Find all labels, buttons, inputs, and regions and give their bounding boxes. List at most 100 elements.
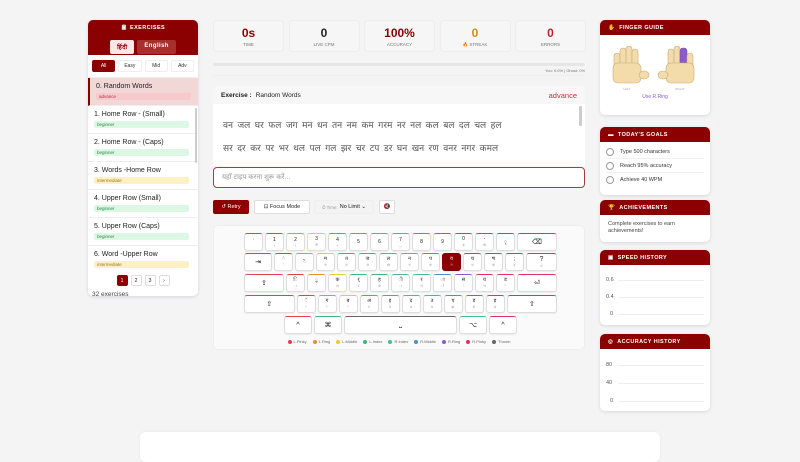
exercise-item[interactable]: 3. Words -Home Row intermediate [88, 162, 198, 190]
checkbox[interactable] [606, 161, 614, 170]
key[interactable]: बे [338, 295, 358, 313]
filter-mid[interactable]: Mid [144, 60, 168, 72]
key-label: ज [365, 256, 370, 262]
checkbox[interactable] [606, 147, 614, 156]
exercise-item[interactable]: 0. Random Words advance [88, 78, 198, 106]
key[interactable]: 5 [349, 233, 368, 251]
exercise-item[interactable]: 6. Word -Upper Row intermediate [88, 246, 198, 270]
y-tick: 0.4 [606, 294, 614, 300]
key-label: र [420, 277, 423, 283]
key[interactable]: 4 + [328, 233, 347, 251]
filter-easy[interactable]: Easy [118, 60, 142, 72]
retry-button[interactable]: ↺ Retry [213, 200, 249, 214]
filter-all[interactable]: All [92, 60, 116, 72]
page-1[interactable]: 1 [116, 275, 128, 286]
key[interactable]: िा [286, 274, 305, 292]
sound-toggle[interactable]: 🔇 [379, 200, 395, 214]
key[interactable]: ुे [307, 274, 326, 292]
legend-dot [414, 339, 419, 344]
key[interactable]: ीा [391, 274, 410, 292]
checkbox[interactable] [606, 176, 614, 184]
key[interactable]: ह द्य [370, 274, 389, 292]
key[interactable]: ^ [489, 316, 517, 334]
key[interactable]: 7— [391, 233, 410, 251]
key[interactable]: ाॉ [433, 274, 452, 292]
key[interactable]: ; ढ़ [505, 253, 524, 271]
key-label: ⏎ [534, 280, 540, 287]
key-label: व [450, 256, 453, 262]
typing-input[interactable]: यहाँ टाइप करना शुरू करें... [213, 167, 585, 188]
key[interactable]: ⌥ [459, 316, 487, 334]
key[interactable]: ⏎ [517, 274, 557, 292]
key[interactable]: ⌘ [314, 316, 342, 334]
key[interactable]: गै [317, 295, 337, 313]
exercise-title: 4. Upper Row (Small) [94, 195, 161, 202]
next-page[interactable]: › [158, 275, 170, 286]
filter-adv[interactable]: Adv [170, 60, 194, 72]
text-scrollbar[interactable] [579, 106, 582, 126]
key-label: ल [386, 256, 391, 262]
key-label: 3 [315, 236, 318, 242]
lang-hindi-button[interactable]: हिंदी [110, 40, 135, 54]
key[interactable]: ⇥ [244, 253, 272, 271]
goal-item[interactable]: Reach 95% accuracy [606, 159, 704, 173]
key[interactable]: ^ [284, 316, 312, 334]
exercise-item[interactable]: 1. Home Row - (Small) beginner [88, 106, 198, 134]
timer-select[interactable]: ⏱ Time: No Limit ⌄ [314, 200, 374, 214]
key[interactable]: ⇧ [506, 295, 557, 313]
key[interactable]: ंॅ [274, 253, 293, 271]
key[interactable]: 2/ [286, 233, 305, 251]
key[interactable]: 1! [265, 233, 284, 251]
goal-item[interactable]: Type 500 characters [606, 145, 704, 159]
scrollbar[interactable] [195, 108, 197, 163]
key-shift-label: ड [410, 305, 412, 309]
exercise-item[interactable]: 5. Upper Row (Caps) beginner [88, 218, 198, 246]
key[interactable]: ष क्ष [484, 253, 503, 271]
key[interactable]: ⌫ [517, 233, 557, 251]
key[interactable]: ` [244, 233, 263, 251]
key[interactable]: ड़ ढ [485, 295, 505, 313]
key[interactable]: ृ [496, 233, 515, 251]
key[interactable]: ⇧ [244, 295, 295, 313]
key[interactable]: से [454, 274, 473, 292]
key[interactable]: 8 [412, 233, 431, 251]
exercise-title: 3. Words -Home Row [94, 167, 161, 174]
key[interactable]: ⇪ [244, 274, 284, 292]
page-2[interactable]: 2 [130, 275, 142, 286]
key[interactable]: -ऋ [475, 233, 494, 251]
key[interactable]: ⎵ [344, 316, 457, 334]
key[interactable]: 0 ड़ [454, 233, 473, 251]
key[interactable]: 9 [433, 233, 452, 251]
key[interactable]: ॅॆ [296, 295, 316, 313]
key[interactable]: र् र [349, 274, 368, 292]
goal-item[interactable]: Achieve 40 WPM [606, 173, 704, 187]
key[interactable]: ? ए [526, 253, 557, 271]
key[interactable]: डै [496, 274, 515, 292]
exercise-item[interactable]: 2. Home Row - (Caps) beginner [88, 134, 198, 162]
lang-english-button[interactable]: English [137, 40, 176, 54]
page-3[interactable]: 3 [144, 275, 156, 286]
key[interactable]: ॆ [295, 253, 314, 271]
goal-label: Achieve 40 WPM [620, 177, 663, 183]
exercise-item[interactable]: 4. Upper Row (Small) beginner [88, 190, 198, 218]
focus-mode-button[interactable]: ⊡ Focus Mode [254, 200, 310, 214]
key[interactable]: 6 [370, 233, 389, 251]
